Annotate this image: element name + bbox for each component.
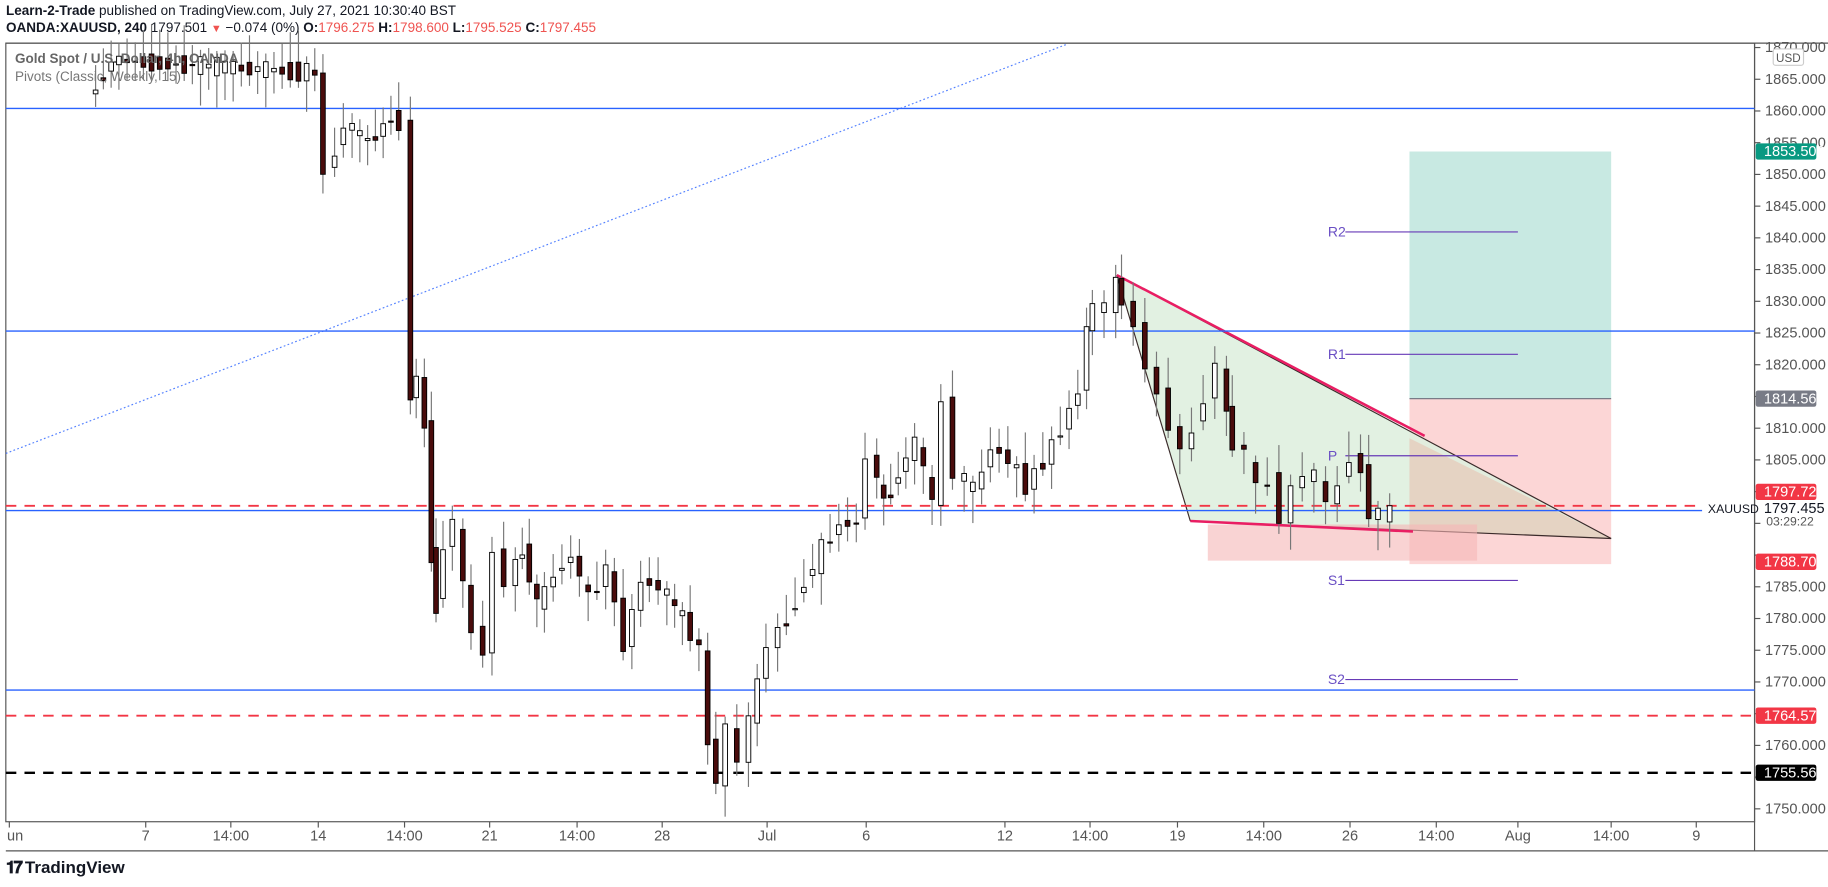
time-tick-label: 19 [1169,828,1185,844]
current-price-label: 1797.455 [1764,501,1825,517]
price-tick-label: 1810.000 [1765,421,1826,437]
price-tick-label: 1775.000 [1765,643,1826,659]
price-tick-label: 1865.000 [1765,72,1826,88]
price-tick-label: 1830.000 [1765,294,1826,310]
close-value: 1797.455 [539,20,597,35]
tag-target: 1853.500 [1764,144,1825,160]
publish-header: Learn-2-Trade published on TradingView.c… [6,3,456,18]
tag-entry: 1814.562 [1764,391,1825,407]
profit-zone[interactable] [1409,151,1612,399]
countdown-label: 03:29:22 [1766,515,1814,529]
low-label: L: [452,20,466,35]
price-tick-label: 1835.000 [1765,262,1826,278]
time-tick-label: 14:00 [213,828,249,844]
price-tick-label: 1750.000 [1765,802,1826,818]
price-tick-label: 1860.000 [1765,104,1826,120]
currency-label: USD [1776,52,1801,65]
price-change: −0.074 (0%) [225,20,300,35]
time-tick-label: 14:00 [1246,828,1282,844]
chart-legend[interactable]: Gold Spot / U.S. Dollar, 4h, OANDA Pivot… [15,51,239,84]
lower-trendline[interactable] [1190,519,1414,533]
high-value: 1798.600 [392,20,449,35]
price-tick-label: 1770.000 [1765,675,1826,691]
pivot-r2-label: R2 [1328,224,1346,240]
down-triangle-icon: ▼ [210,23,222,35]
time-tick-label: un [7,828,23,844]
time-tick-label: 14:00 [386,828,422,844]
price-tick-label: 1760.000 [1765,738,1826,754]
price-tick-label: 1820.000 [1765,357,1826,373]
time-tick-label: 28 [654,828,670,844]
price-tick-label: 1785.000 [1765,579,1826,595]
price-tick-label: 1850.000 [1765,167,1826,183]
time-axis[interactable]: un 7 14:00 14 14:00 21 14:00 28 Jul 6 12 14:00 19 14:… [7,821,1700,845]
pivot-s1-label: S1 [1328,572,1345,588]
tag-black-1755: 1755.565 [1764,765,1825,781]
upper-trendline[interactable] [1116,273,1426,438]
tag-stop: 1788.706 [1764,554,1825,570]
price-tick-label: 1825.000 [1765,326,1826,342]
time-tick-label: 14:00 [559,828,595,844]
time-tick-label: 14:00 [1072,828,1108,844]
time-tick-label: 6 [862,828,870,844]
time-tick-label: 14:00 [1418,828,1454,844]
time-tick-label: 12 [997,828,1013,844]
time-tick-label: 26 [1342,828,1358,844]
publisher-name[interactable]: Learn-2-Trade [6,3,96,18]
time-tick-label: Jul [758,828,777,844]
pivot-s2-label: S2 [1328,671,1345,687]
pivot-p-label: P [1328,447,1337,463]
price-tick-label: 1840.000 [1765,231,1826,247]
tradingview-logo-icon: 𝟏𝟕 [6,858,23,877]
current-symbol-label: XAUUSD [1708,502,1759,516]
price-tags: 1853.500 1814.562 1797.724 1788.706 1764… [1755,143,1825,781]
logo-text: TradingView [24,858,125,877]
high-label: H: [378,20,393,35]
time-tick-label: 7 [142,828,150,844]
time-tick-label: 14 [310,828,326,844]
open-label: O: [303,20,319,35]
close-label: C: [525,20,540,35]
tradingview-logo[interactable]: 𝟏𝟕 TradingView [6,858,125,878]
tag-red-1797: 1797.724 [1764,485,1825,501]
tag-red-1764: 1764.570 [1764,708,1825,724]
price-tick-label: 1780.000 [1765,611,1826,627]
time-tick-label: 14:00 [1593,828,1629,844]
time-tick-label: 21 [482,828,498,844]
last-price: 1797.501 [150,20,208,35]
published-text: published on TradingView.com, July 27, 2… [99,3,457,18]
open-value: 1796.275 [318,20,375,35]
price-tick-label: 1805.000 [1765,453,1826,469]
dotted-trendline[interactable] [5,43,1067,454]
pivot-r1-label: R1 [1328,346,1346,362]
symbol-label: OANDA:XAUUSD, 240 [6,20,148,35]
time-tick-label: 9 [1692,828,1700,844]
low-value: 1795.525 [465,20,522,35]
time-tick-label: Aug [1505,828,1531,844]
series-title: Gold Spot / U.S. Dollar, 4h, OANDA [15,51,239,66]
pivot-levels: R2 R1 P S1 S2 [1328,224,1518,687]
indicator-title[interactable]: Pivots (Classic, Weekly, 15) [15,69,182,84]
support-zone[interactable] [1207,524,1478,561]
currency-badge[interactable] [1772,48,1805,66]
price-tick-label: 1845.000 [1765,199,1826,215]
candlestick-series[interactable] [92,23,1393,817]
symbol-ohlc-line: OANDA:XAUUSD, 240 1797.501 ▼ −0.074 (0%)… [6,20,596,35]
